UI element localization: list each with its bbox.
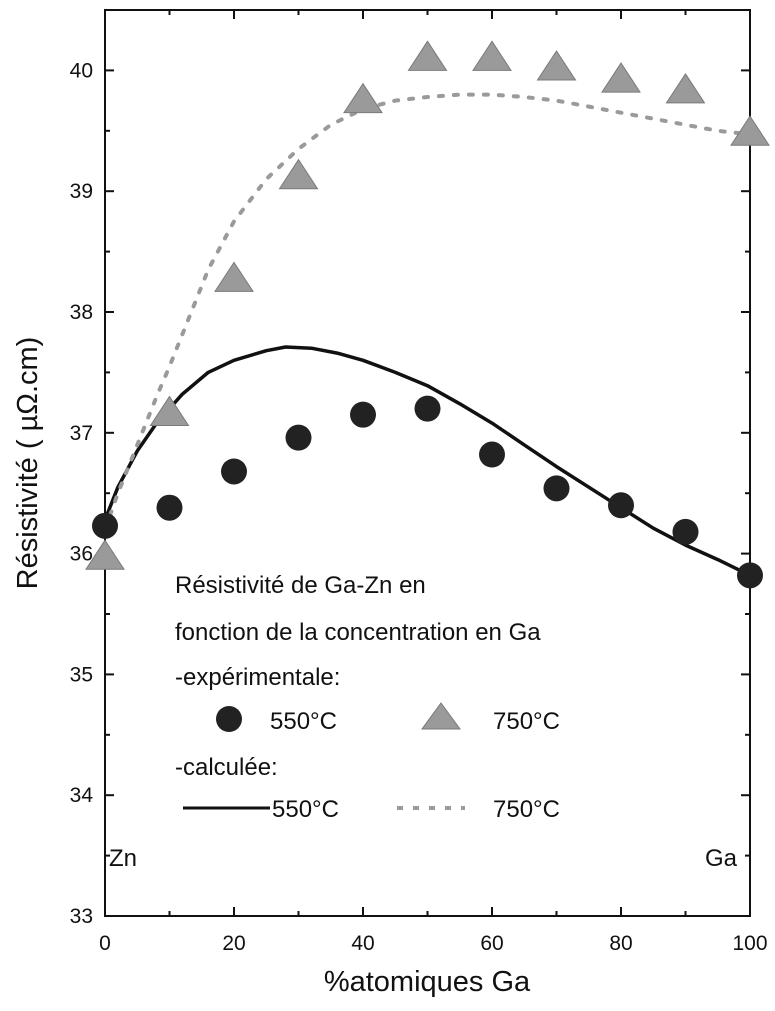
y-tick-label: 35 [70,663,93,686]
data-point-550 [156,494,183,521]
y-tick-label: 36 [70,543,93,566]
x-tick-label: 100 [732,932,767,955]
data-point-550 [221,458,247,485]
legend: Résistivité de Ga-Zn en fonction de la c… [175,572,560,823]
data-point-750 [472,40,512,71]
data-point-750 [149,395,190,426]
legend-exp-750-label: 750°C [493,708,560,735]
data-point-750 [665,73,706,104]
series-layer [85,40,770,589]
data-point-550 [479,441,505,468]
x-tick-label: 40 [351,932,374,955]
legend-title-line2: fonction de la concentration en Ga [175,619,541,646]
data-point-550 [92,512,118,539]
data-point-550 [608,492,634,519]
data-point-550 [543,475,570,502]
legend-title-line1: Résistivité de Ga-Zn en [175,572,426,599]
data-point-750 [343,82,383,114]
y-tick-label: 34 [70,784,94,807]
data-point-550 [737,562,763,589]
y-axis-title: Résistivité ( µΩ.cm) [12,337,44,590]
data-point-750 [214,261,254,292]
calc-line-550 [103,345,752,578]
data-point-750 [278,158,319,190]
legend-calc-750-label: 750°C [493,796,560,823]
y-tick-label: 40 [70,59,93,82]
data-point-550 [285,424,312,451]
annotation-zn: Zn [109,845,137,872]
x-axis-title: %atomiques Ga [324,966,531,998]
y-tick-label: 33 [70,905,93,928]
legend-exp-750-marker [421,702,461,730]
x-tick-label: 20 [222,932,245,955]
x-tick-label: 0 [99,932,111,955]
annotation-ga: Ga [705,845,738,872]
data-point-550 [414,395,441,422]
data-point-550 [350,401,376,428]
data-point-550 [672,518,699,545]
y-tick-label: 39 [70,180,93,203]
y-tick-label: 37 [70,422,93,445]
legend-exp-550-label: 550°C [270,708,337,735]
legend-exp-550-marker [216,706,242,732]
axes: 0 20 40 60 80 100 33 34 35 36 37 38 39 40 [70,9,768,955]
data-point-750 [407,40,448,71]
x-tick-label: 60 [480,932,503,955]
y-tick-label: 38 [70,301,93,324]
data-point-750 [85,539,125,570]
calc-line-750 [103,92,752,532]
x-tick-label: 80 [609,932,632,955]
legend-calc-550-label: 550°C [272,796,339,823]
legend-experimental-label: -expérimentale: [175,664,340,691]
data-point-750 [730,115,770,146]
data-point-750 [536,50,577,81]
data-point-750 [601,62,641,93]
legend-calculated-label: -calculée: [175,754,278,781]
